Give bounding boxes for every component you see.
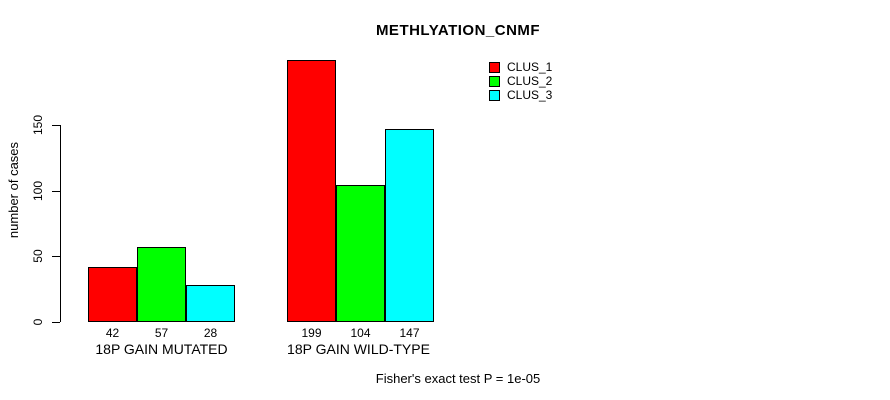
tick-mark xyxy=(52,191,60,192)
legend-swatch-clus3 xyxy=(489,90,500,101)
bar-value-label: 147 xyxy=(399,326,420,340)
bar-value-label: 28 xyxy=(203,326,218,340)
chart-title: METHLYATION_CNMF xyxy=(375,22,541,39)
y-tick-label: 150 xyxy=(31,114,45,136)
legend-swatch-clus2 xyxy=(489,76,500,87)
legend-label: CLUS_1 xyxy=(507,60,553,74)
legend-item-clus1: CLUS_1 xyxy=(489,61,552,74)
legend-item-clus3: CLUS_3 xyxy=(489,89,552,102)
bar-clus1-mutated xyxy=(88,267,137,322)
tick-mark xyxy=(52,322,60,323)
bar-group-mutated xyxy=(88,0,235,322)
tick-mark xyxy=(52,256,60,257)
bar-value-label: 104 xyxy=(350,326,371,340)
y-axis-title: number of cases xyxy=(6,141,21,239)
y-tick-label: 100 xyxy=(31,180,45,202)
legend-label: CLUS_3 xyxy=(507,88,553,102)
legend-item-clus2: CLUS_2 xyxy=(489,75,552,88)
category-label-mutated: 18P GAIN MUTATED xyxy=(95,341,228,357)
bar-value-labels-mutated: 42 57 28 xyxy=(88,326,235,340)
y-axis-line xyxy=(60,125,61,322)
y-tick-label: 0 xyxy=(31,318,45,326)
tick-mark xyxy=(52,125,60,126)
bar-clus2-mutated xyxy=(137,247,186,322)
category-label-wild-type: 18P GAIN WILD-TYPE xyxy=(287,341,430,357)
bar-clus2-wild-type xyxy=(336,185,385,322)
bar-clus3-mutated xyxy=(186,285,235,322)
bar-value-label: 42 xyxy=(105,326,120,340)
legend: CLUS_1 CLUS_2 CLUS_3 xyxy=(489,61,552,103)
bar-value-label: 57 xyxy=(154,326,169,340)
bar-value-labels-wild-type: 199 104 147 xyxy=(287,326,434,340)
stat-test-footnote: Fisher's exact test P = 1e-05 xyxy=(375,371,541,386)
bar-value-label: 199 xyxy=(301,326,322,340)
legend-label: CLUS_2 xyxy=(507,74,553,88)
y-tick-label: 50 xyxy=(31,249,45,263)
bar-group-wild-type xyxy=(287,0,434,322)
bar-clus3-wild-type xyxy=(385,129,434,322)
legend-swatch-clus1 xyxy=(489,62,500,73)
bar-clus1-wild-type xyxy=(287,60,336,322)
